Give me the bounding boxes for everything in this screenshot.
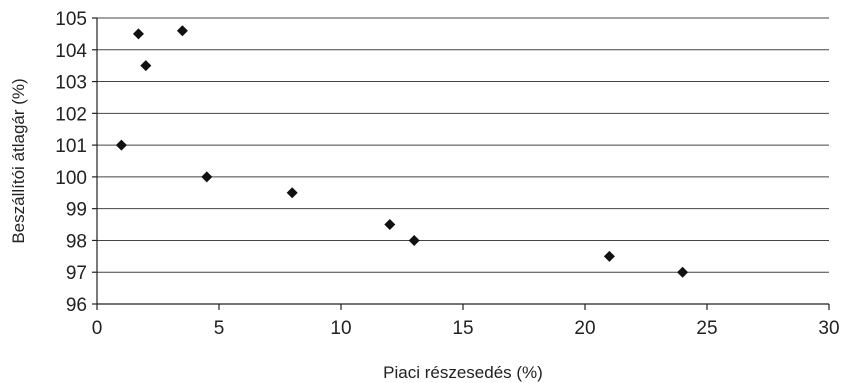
data-point-6 [286, 187, 298, 199]
axes [92, 17, 830, 310]
x-tick-label-15: 15 [452, 318, 473, 339]
y-tick-label-104: 104 [55, 41, 87, 62]
y-tick-label-102: 102 [55, 104, 87, 125]
y-tick-label-97: 97 [66, 263, 87, 284]
x-tick-label-20: 20 [574, 318, 595, 339]
y-tick-label-105: 105 [55, 9, 87, 30]
data-point-7 [384, 219, 396, 231]
data-point-2 [132, 28, 144, 40]
data-point-1 [115, 139, 127, 151]
y-tick-label-98: 98 [66, 231, 87, 252]
gridlines [97, 17, 829, 273]
data-point-4 [176, 25, 188, 37]
y-tick-labels: 96 97 98 99 100 101 102 103 104 105 [55, 9, 87, 316]
x-tick-label-25: 25 [696, 318, 717, 339]
y-tick-label-99: 99 [66, 200, 87, 221]
y-axis-title: Beszállítói átlagár (%) [9, 78, 28, 243]
y-tick-label-100: 100 [55, 168, 87, 189]
x-tick-label-5: 5 [214, 318, 225, 339]
x-tick-labels: 0 5 10 15 20 25 30 [92, 318, 840, 339]
x-tick-label-10: 10 [330, 318, 351, 339]
data-point-3 [140, 60, 152, 72]
data-point-9 [603, 250, 615, 262]
data-point-10 [677, 266, 689, 278]
y-tick-label-101: 101 [55, 136, 87, 157]
x-axis-title: Piaci részesedés (%) [383, 363, 543, 382]
data-point-8 [408, 234, 420, 246]
data-points [115, 25, 689, 278]
data-point-5 [201, 171, 213, 183]
x-tick-label-30: 30 [818, 318, 839, 339]
y-tick-label-103: 103 [55, 73, 87, 94]
y-tick-label-96: 96 [66, 295, 87, 316]
x-tick-label-0: 0 [92, 318, 103, 339]
